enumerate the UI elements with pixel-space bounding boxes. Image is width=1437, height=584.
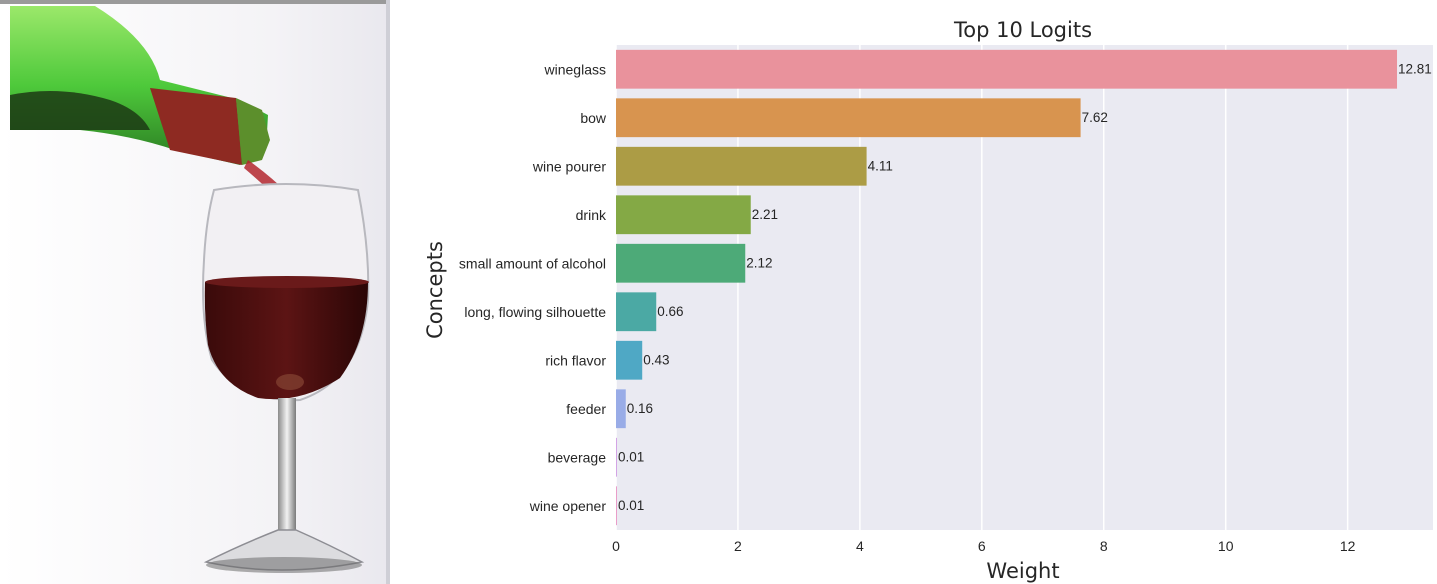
category-label: wine opener	[529, 498, 607, 514]
category-label: small amount of alcohol	[459, 255, 606, 271]
y-axis-title: Concepts	[423, 241, 447, 339]
data-labels: 12.81 7.62 4.11 2.21 2.12 0.66 0.43 0.16 0.01 0.0…	[618, 61, 1432, 513]
value-label: 0.01	[618, 449, 644, 464]
bar	[616, 146, 867, 186]
value-label: 0.43	[643, 352, 669, 367]
bar	[616, 340, 643, 380]
value-label: 7.62	[1082, 110, 1108, 125]
bar	[616, 195, 751, 235]
bar	[616, 389, 626, 429]
x-tick-label: 2	[734, 538, 742, 554]
category-label: rich flavor	[545, 352, 606, 368]
bar	[616, 486, 617, 526]
bar	[616, 292, 657, 332]
x-tick-label: 6	[978, 538, 986, 554]
y-tick-labels: wineglass bow wine pourer drink small amount…	[459, 61, 607, 514]
bar-chart: Top 10 Logits wineglass bow wine pourer dri…	[423, 18, 1433, 583]
x-tick-label: 8	[1100, 538, 1108, 554]
x-tick-labels: 0 2 4 6 8 10 12	[612, 538, 1356, 554]
category-label: wine pourer	[532, 158, 606, 174]
chart-title: Top 10 Logits	[953, 18, 1092, 42]
x-tick-label: 4	[856, 538, 864, 554]
x-tick-label: 12	[1340, 538, 1356, 554]
bar	[616, 437, 617, 477]
category-label: feeder	[566, 401, 606, 417]
bar	[616, 243, 746, 283]
x-axis-title: Weight	[986, 559, 1059, 583]
category-label: drink	[576, 207, 607, 223]
value-label: 0.01	[618, 498, 644, 513]
value-label: 2.12	[746, 255, 772, 270]
category-label: long, flowing silhouette	[464, 304, 606, 320]
wine-pour-photo	[0, 0, 390, 584]
bar	[616, 49, 1398, 89]
bar	[616, 98, 1081, 138]
value-label: 2.21	[752, 207, 778, 222]
x-tick-label: 0	[612, 538, 620, 554]
category-label: wineglass	[544, 61, 606, 77]
category-label: beverage	[548, 449, 607, 465]
bars	[616, 49, 1398, 526]
category-label: bow	[580, 110, 607, 126]
value-label: 0.66	[657, 304, 683, 319]
value-label: 4.11	[868, 158, 893, 173]
value-label: 12.81	[1398, 61, 1432, 76]
x-tick-label: 10	[1218, 538, 1234, 554]
value-label: 0.16	[627, 401, 653, 416]
